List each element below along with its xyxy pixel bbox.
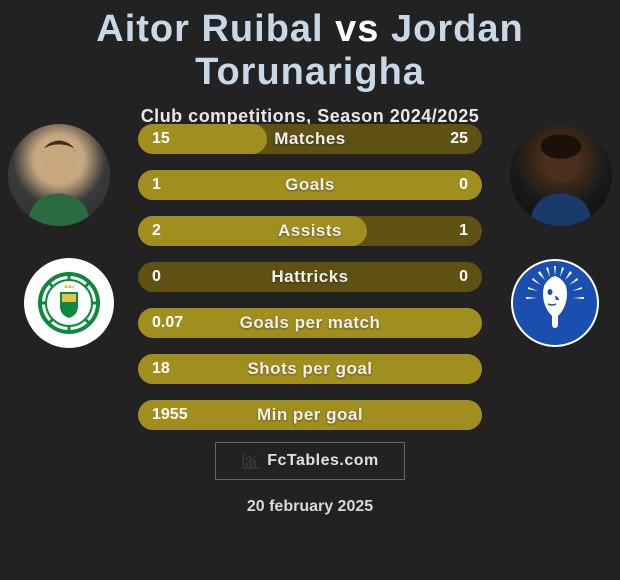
comparison-title: Aitor Ruibal vs Jordan Torunarigha xyxy=(0,0,620,94)
stat-label: Goals per match xyxy=(240,313,381,333)
stat-row: 2 Assists 1 xyxy=(138,216,482,246)
player-b-photo xyxy=(510,124,612,226)
stat-row: 1955 Min per goal xyxy=(138,400,482,430)
stat-label: Min per goal xyxy=(257,405,363,425)
stat-value-b: 25 xyxy=(450,130,468,148)
gent-crest-icon xyxy=(510,258,600,348)
real-betis-crest-icon xyxy=(24,258,114,348)
fctables-logo: FcTables.com xyxy=(215,442,405,480)
player-b-silhouette-icon xyxy=(510,124,612,226)
stat-row: 15 Matches 25 xyxy=(138,124,482,154)
stat-label: Shots per goal xyxy=(247,359,372,379)
stat-row: 0.07 Goals per match xyxy=(138,308,482,338)
logo-text: FcTables.com xyxy=(267,452,379,470)
stat-label: Goals xyxy=(285,175,335,195)
player-a-photo xyxy=(8,124,110,226)
stat-value-a: 1955 xyxy=(152,406,188,424)
stat-value-a: 0 xyxy=(152,268,161,286)
stat-label: Hattricks xyxy=(271,267,348,287)
club-a-badge xyxy=(24,258,114,348)
vs-separator: vs xyxy=(335,8,379,50)
player-a-name: Aitor Ruibal xyxy=(96,8,323,50)
club-b-badge xyxy=(510,258,600,348)
stat-value-a: 2 xyxy=(152,222,161,240)
player-a-silhouette-icon xyxy=(8,124,110,226)
stat-row: 18 Shots per goal xyxy=(138,354,482,384)
chart-icon xyxy=(241,452,261,470)
stat-label: Assists xyxy=(278,221,342,241)
stat-label: Matches xyxy=(274,129,346,149)
stat-value-a: 18 xyxy=(152,360,170,378)
stat-value-a: 15 xyxy=(152,130,170,148)
stat-row: 1 Goals 0 xyxy=(138,170,482,200)
date-label: 20 february 2025 xyxy=(247,498,373,516)
stat-row: 0 Hattricks 0 xyxy=(138,262,482,292)
stat-value-b: 0 xyxy=(459,176,468,194)
stat-value-a: 1 xyxy=(152,176,161,194)
stats-container: 15 Matches 25 1 Goals 0 2 Assists 1 0 Hattricks 0 0.… xyxy=(138,124,482,446)
stat-value-a: 0.07 xyxy=(152,314,183,332)
stat-value-b: 1 xyxy=(459,222,468,240)
stat-value-b: 0 xyxy=(459,268,468,286)
